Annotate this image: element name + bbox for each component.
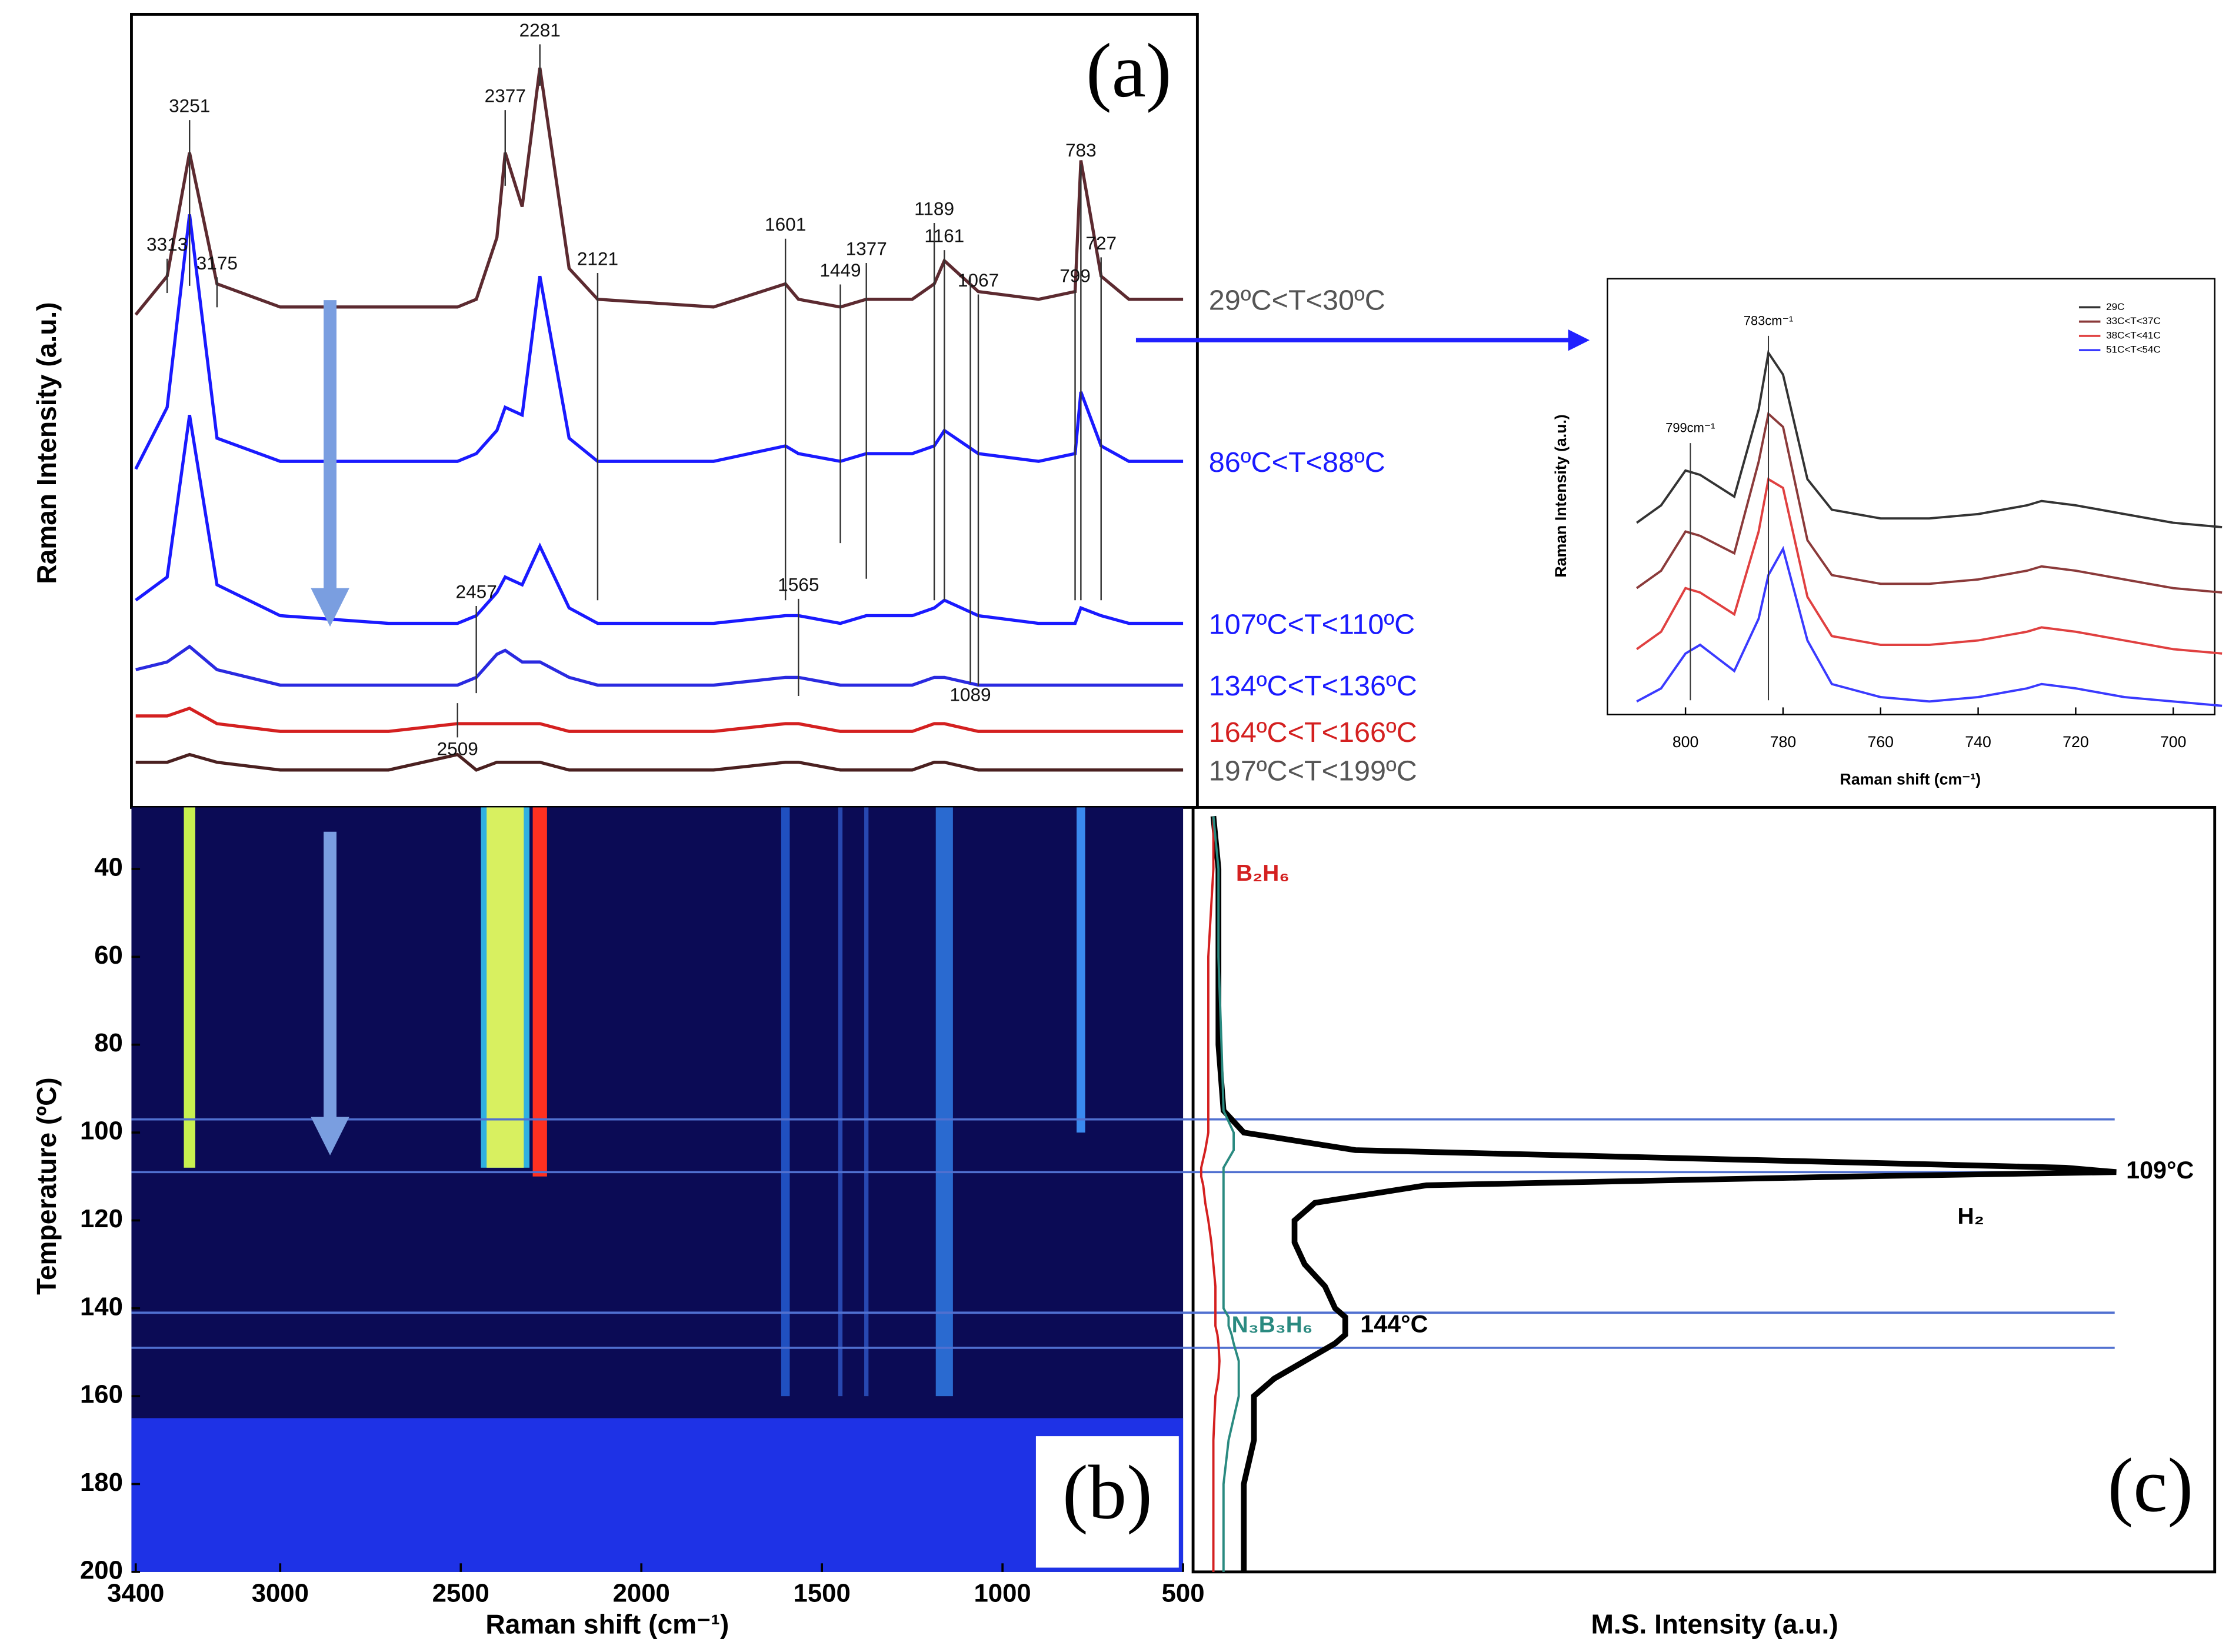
y-tick-label: 80 xyxy=(94,1028,123,1057)
inset-y-axis-title: Raman Intensity (a.u.) xyxy=(1552,414,1570,577)
plot-layer: 29ºC<T<30ºC 86ºC<T<88ºC 107ºC<T<110ºC 134ºC… xyxy=(80,19,2223,1607)
peak-label: 2457 xyxy=(456,581,497,602)
peak-label: 1601 xyxy=(765,214,806,235)
spectrum-line xyxy=(1636,349,2223,528)
annotation-label: 109°C xyxy=(2126,1157,2194,1184)
legend-label: 33C<T<37C xyxy=(2106,315,2161,327)
peak-label: 2281 xyxy=(519,19,561,41)
y-tick-label: 120 xyxy=(80,1204,123,1233)
peak-label: 1377 xyxy=(846,238,887,259)
peak-label: 727 xyxy=(1085,232,1117,254)
legend-label: 164ºC<T<166ºC xyxy=(1209,717,1417,748)
x-tick-label: 3400 xyxy=(107,1578,164,1607)
panel-c-frame xyxy=(1191,805,2217,1574)
y-tick-label: 40 xyxy=(94,853,123,882)
heat-band xyxy=(487,807,524,1168)
y-tick-label: 60 xyxy=(94,941,123,970)
peak-label: 799 xyxy=(1059,265,1091,287)
spectrum-line xyxy=(1636,545,2223,707)
heat-band xyxy=(184,807,195,1168)
y-tick-label: 100 xyxy=(80,1117,123,1145)
heat-band xyxy=(838,807,843,1397)
heat-band xyxy=(935,807,953,1397)
x-tick-label: 1500 xyxy=(794,1578,851,1607)
x-tick-label: 1000 xyxy=(974,1578,1031,1607)
heat-band xyxy=(864,807,869,1397)
peak-label: 1089 xyxy=(949,684,991,705)
legend-label: 51C<T<54C xyxy=(2106,344,2161,355)
peak-label: 1067 xyxy=(958,269,999,291)
legend-label: 134ºC<T<136ºC xyxy=(1209,670,1417,702)
heatmap-region xyxy=(131,1418,1184,1572)
y-tick-label: 200 xyxy=(80,1556,123,1584)
spectrum-line xyxy=(134,214,1184,470)
y-tick-label: 160 xyxy=(80,1380,123,1409)
peak-label: 1449 xyxy=(819,259,861,281)
spectrum-line xyxy=(1636,477,2223,655)
x-tick-label: 700 xyxy=(2160,733,2187,751)
inset-frame xyxy=(1607,278,2215,715)
legend-label: 197ºC<T<199ºC xyxy=(1209,755,1417,787)
x-tick-label: 500 xyxy=(1162,1578,1205,1607)
spectrum-line xyxy=(134,67,1184,316)
ms-curve xyxy=(1210,815,2117,1572)
spectrum-line xyxy=(135,415,1184,625)
panel-label: (c) xyxy=(2108,1443,2194,1528)
peak-label: 3251 xyxy=(169,95,210,116)
x-tick-label: 760 xyxy=(1867,733,1894,751)
x-axis-title: M.S. Intensity (a.u.) xyxy=(1591,1608,1838,1639)
series-label: B₂H₆ xyxy=(1236,861,1290,886)
peak-label: 1189 xyxy=(914,198,954,219)
legend-label: 29C xyxy=(2106,301,2124,312)
y-axis-title: Raman Intensity (a.u.) xyxy=(31,302,62,584)
peak-label: 2377 xyxy=(485,85,526,106)
spectrum-line xyxy=(135,706,1184,733)
annotation-label: 799cm⁻¹ xyxy=(1665,421,1715,435)
y-axis-title: Temperature (ºC) xyxy=(31,1077,62,1295)
ms-curve xyxy=(1200,816,1221,1572)
legend-label: 107ºC<T<110ºC xyxy=(1209,608,1415,640)
x-tick-label: 2000 xyxy=(613,1578,670,1607)
peak-label: 3313 xyxy=(146,234,188,255)
peak-label: 2509 xyxy=(437,738,478,760)
x-tick-label: 740 xyxy=(1965,733,1991,751)
peak-label: 2121 xyxy=(577,248,618,269)
peak-label: 783 xyxy=(1065,139,1097,161)
heat-band xyxy=(532,807,547,1177)
peak-label: 1161 xyxy=(924,225,964,247)
x-tick-label: 3000 xyxy=(252,1578,309,1607)
annotation-label: 783cm⁻¹ xyxy=(1744,313,1793,328)
heat-band xyxy=(1077,807,1085,1133)
x-tick-label: 800 xyxy=(1672,733,1699,751)
spectrum-line xyxy=(135,644,1184,687)
panel-label: (a) xyxy=(1086,28,1172,114)
label-box xyxy=(1035,1436,1179,1568)
spectrum-line xyxy=(135,752,1184,772)
y-tick-label: 180 xyxy=(80,1468,123,1497)
x-axis-title: Raman shift (cm⁻¹) xyxy=(485,1608,729,1639)
spectrum-line xyxy=(1636,411,2223,594)
inset-x-axis-title: Raman shift (cm⁻¹) xyxy=(1840,770,1981,788)
heat-band xyxy=(781,807,790,1397)
legend-label: 29ºC<T<30ºC xyxy=(1209,284,1385,316)
x-tick-label: 780 xyxy=(1770,733,1797,751)
series-label: H₂ xyxy=(1958,1204,1984,1229)
legend-label: 38C<T<41C xyxy=(2106,329,2161,341)
x-tick-label: 720 xyxy=(2063,733,2089,751)
y-tick-label: 140 xyxy=(80,1292,123,1321)
x-tick-label: 2500 xyxy=(432,1578,489,1607)
annotation-label: 144°C xyxy=(1360,1311,1428,1338)
legend-label: 86ºC<T<88ºC xyxy=(1209,447,1385,478)
panel-label: (b) xyxy=(1062,1450,1152,1536)
ms-curve xyxy=(1212,816,1240,1572)
peak-label: 1565 xyxy=(778,574,819,595)
peak-label: 3175 xyxy=(196,252,238,274)
series-label: N₃B₃H₆ xyxy=(1232,1312,1313,1337)
